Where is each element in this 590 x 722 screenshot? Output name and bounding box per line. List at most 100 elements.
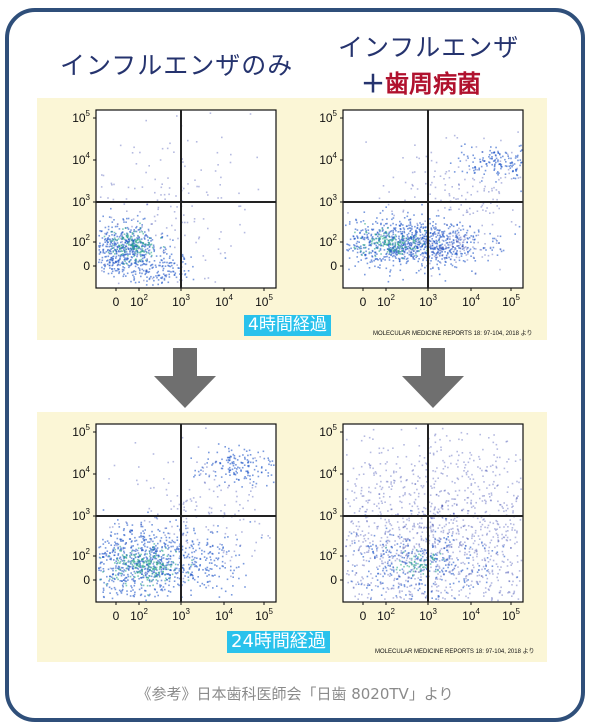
event-dot [123, 550, 125, 553]
event-dot [167, 548, 169, 550]
event-dot [224, 590, 227, 593]
event-dot [162, 586, 165, 588]
event-dot [391, 243, 394, 246]
x-tick-label: 0 [360, 295, 367, 309]
event-dot [99, 578, 102, 581]
event-dot [172, 562, 175, 564]
event-dot [133, 580, 136, 583]
event-dot [159, 540, 162, 543]
event-dot [191, 574, 193, 576]
event-dot [478, 488, 481, 491]
event-dot [140, 553, 142, 556]
event-dot [350, 532, 353, 535]
event-dot [469, 248, 472, 251]
event-dot [398, 259, 401, 261]
event-dot [115, 250, 117, 252]
event-dot [197, 470, 200, 473]
event-dot [412, 185, 414, 187]
event-dot [471, 533, 474, 536]
event-dot [107, 272, 110, 275]
event-dot [416, 250, 419, 253]
event-dot [470, 573, 473, 575]
event-dot [149, 580, 151, 583]
event-dot [142, 549, 144, 552]
event-dot [224, 536, 226, 539]
event-dot [190, 256, 192, 258]
y-tick-label: 102 [72, 547, 90, 563]
event-dot [171, 539, 174, 542]
event-dot [395, 238, 397, 241]
event-dot [233, 455, 236, 457]
event-dot [358, 246, 361, 249]
event-dot [115, 569, 117, 572]
event-dot [483, 543, 486, 545]
event-dot [127, 235, 130, 237]
event-dot [408, 237, 411, 239]
event-dot [445, 560, 447, 562]
event-dot [409, 218, 412, 221]
event-dot [262, 450, 265, 453]
event-dot [396, 243, 399, 245]
event-dot [114, 541, 116, 543]
event-dot [423, 526, 426, 529]
event-dot [132, 561, 135, 564]
event-dot [192, 574, 194, 577]
event-dot [411, 595, 414, 598]
event-dot [116, 242, 119, 244]
event-dot [438, 560, 441, 562]
event-dot [104, 232, 106, 235]
event-dot [473, 257, 475, 259]
event-dot [465, 580, 468, 582]
event-dot [512, 170, 514, 172]
event-dot [358, 548, 360, 550]
event-dot [155, 553, 157, 555]
event-dot [108, 235, 111, 237]
event-dot [445, 500, 448, 502]
event-dot [102, 591, 104, 593]
event-dot [148, 242, 150, 244]
event-dot [136, 244, 139, 247]
event-dot [135, 548, 137, 551]
event-dot [464, 178, 466, 181]
event-dot [484, 499, 486, 502]
event-dot [232, 461, 235, 463]
event-dot [409, 591, 412, 593]
event-dot [441, 553, 444, 555]
event-dot [137, 238, 140, 241]
event-dot [474, 482, 476, 484]
event-dot [496, 448, 499, 450]
event-dot [176, 577, 179, 579]
event-dot [380, 242, 382, 245]
event-dot [218, 548, 221, 550]
event-dot [416, 231, 418, 233]
event-dot [198, 237, 200, 240]
event-dot [493, 169, 495, 171]
event-dot [384, 532, 386, 534]
event-dot [102, 509, 105, 511]
event-dot [122, 228, 124, 230]
event-dot [400, 542, 402, 544]
event-dot [418, 477, 421, 479]
event-dot [157, 206, 160, 209]
event-dot [442, 529, 445, 532]
event-dot [433, 233, 435, 235]
event-dot [424, 507, 427, 510]
event-dot [168, 193, 170, 196]
event-dot [102, 538, 104, 541]
event-dot [223, 513, 226, 516]
event-dot [422, 569, 425, 572]
event-dot [461, 509, 463, 512]
event-dot [379, 241, 381, 243]
event-dot [190, 573, 192, 575]
event-dot [448, 193, 451, 195]
event-dot [407, 576, 410, 578]
event-dot [467, 253, 469, 255]
event-dot [434, 170, 436, 172]
event-dot [141, 241, 143, 244]
event-dot [405, 579, 407, 582]
event-dot [130, 256, 133, 258]
event-dot [205, 586, 207, 589]
event-dot [120, 250, 123, 252]
event-dot [431, 244, 434, 247]
event-dot [428, 240, 431, 242]
